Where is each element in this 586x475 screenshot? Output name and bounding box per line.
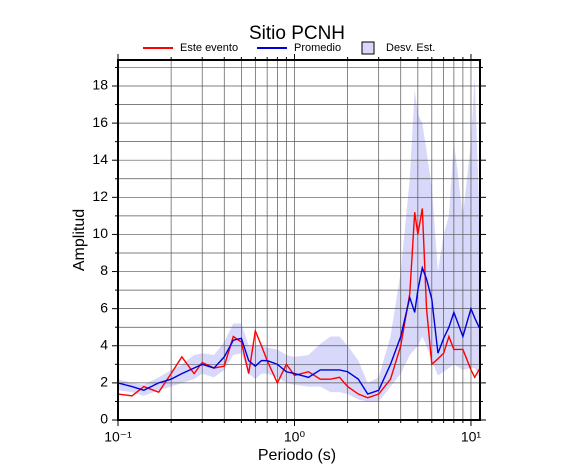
y-tick-label: 0 bbox=[100, 411, 108, 427]
std-band bbox=[118, 76, 480, 402]
legend-label: Promedio bbox=[294, 42, 341, 54]
series-line bbox=[117, 265, 481, 395]
series-line bbox=[117, 208, 481, 399]
y-tick-label: 16 bbox=[92, 114, 108, 130]
y-tick-label: 10 bbox=[92, 225, 108, 241]
x-axis-label: Periodo (s) bbox=[258, 447, 336, 464]
y-tick-label: 14 bbox=[92, 151, 108, 167]
y-tick-label: 18 bbox=[92, 77, 108, 93]
y-tick-label: 12 bbox=[92, 188, 108, 204]
x-tick-label: 10⁰ bbox=[284, 429, 306, 445]
legend-swatch bbox=[361, 41, 375, 55]
x-tick-label: 10⁻¹ bbox=[104, 429, 132, 445]
plot-frame bbox=[117, 59, 481, 421]
y-tick-label: 4 bbox=[100, 336, 108, 352]
legend-label: Desv. Est. bbox=[386, 42, 435, 54]
chart-title: Sitio PCNH bbox=[249, 23, 345, 44]
y-tick-label: 8 bbox=[100, 262, 108, 278]
y-tick-label: 6 bbox=[100, 299, 108, 315]
legend-label: Este evento bbox=[180, 42, 238, 54]
y-tick-label: 2 bbox=[100, 374, 108, 390]
y-axis-label: Amplitud bbox=[71, 209, 88, 271]
x-tick-label: 10¹ bbox=[461, 429, 482, 445]
